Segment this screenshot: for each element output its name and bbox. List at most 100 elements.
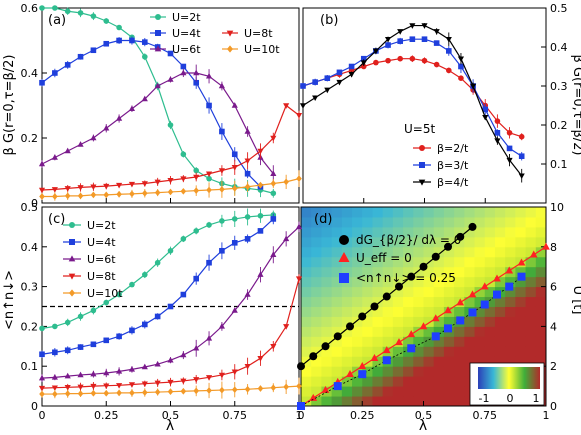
legend-label: U=6t — [87, 253, 116, 266]
data-point — [64, 319, 71, 326]
heatmap-cell — [464, 226, 476, 238]
data-point — [295, 223, 303, 230]
heatmap-cell — [484, 356, 496, 367]
heatmap-cell — [443, 286, 455, 298]
heatmap-cell — [474, 336, 486, 347]
data-point — [116, 368, 123, 374]
y-tick-label: 10 — [550, 201, 564, 214]
data-point — [324, 87, 331, 94]
data-point — [257, 228, 264, 234]
series-line-0 — [41, 214, 274, 329]
heatmap-cell — [341, 286, 353, 298]
heatmap-cell — [515, 336, 527, 347]
legend-marker — [419, 145, 425, 151]
data-point — [116, 190, 122, 198]
heatmap-cell — [321, 376, 333, 387]
heatmap-cell — [494, 346, 506, 357]
heatmap-cell — [515, 296, 527, 307]
data-point — [270, 190, 277, 197]
Ueff-zero-point — [517, 258, 526, 266]
dG-zero-point — [431, 252, 440, 261]
heatmap-cell — [464, 256, 476, 268]
heatmap-cell — [464, 296, 476, 307]
heatmap-cell — [331, 396, 343, 407]
heatmap-cell — [392, 366, 404, 377]
heatmap-cell — [433, 316, 445, 327]
heatmap-cell — [454, 326, 465, 337]
heatmap-cell — [331, 207, 343, 218]
heatmap-cell — [372, 236, 384, 248]
data-point — [103, 369, 110, 376]
heatmap-cell — [403, 326, 414, 337]
data-point — [142, 53, 148, 60]
heatmap-cell — [535, 346, 547, 357]
heatmap-cell — [525, 306, 537, 317]
heatmap-cell — [372, 226, 384, 238]
data-point — [244, 214, 251, 220]
heatmap-cell — [423, 356, 435, 367]
heatmap-cell — [341, 316, 353, 327]
data-point — [180, 387, 187, 395]
heatmap-cell — [362, 316, 373, 327]
y-tick-label: 0.4 — [21, 67, 39, 80]
y-tick-label: 0.3 — [21, 281, 39, 294]
data-point — [154, 179, 161, 186]
heatmap-cell — [505, 316, 516, 327]
data-point — [193, 387, 199, 395]
panel-d-label: (d) — [314, 212, 332, 227]
heatmap-cell — [331, 226, 343, 238]
heatmap-cell — [372, 366, 384, 377]
heatmap-cell — [403, 207, 414, 218]
legend-marker — [419, 162, 425, 168]
data-point — [397, 38, 403, 44]
data-point — [206, 387, 212, 394]
legend-marker — [227, 45, 233, 53]
data-point — [206, 259, 212, 266]
heatmap-cell — [392, 356, 404, 367]
y-tick-label: 0.1 — [21, 360, 39, 373]
data-point — [457, 56, 465, 63]
colorbar-tick-2: 1 — [533, 392, 540, 405]
heatmap-cell — [352, 336, 363, 347]
heatmap-cell — [413, 286, 424, 298]
heatmap-cell — [454, 256, 465, 268]
heatmap-cell — [362, 326, 373, 337]
heatmap-cell — [372, 207, 384, 218]
docc-quarter-point — [468, 308, 477, 317]
heatmap-cell — [494, 207, 506, 218]
heatmap-cell — [423, 366, 435, 377]
docc-quarter-point — [407, 344, 416, 353]
heatmap-cell — [321, 326, 333, 337]
heatmap-cell — [413, 207, 424, 218]
heatmap-cell — [301, 366, 312, 377]
heatmap-cell — [392, 256, 404, 268]
heatmap-cell — [505, 226, 516, 238]
data-point — [52, 70, 58, 76]
data-point — [64, 347, 71, 354]
heatmap-cell — [311, 236, 322, 248]
heatmap-cell — [392, 216, 404, 228]
heatmap-cell — [433, 296, 445, 307]
heatmap-cell — [484, 296, 496, 307]
docc-quarter-point — [382, 356, 391, 365]
heatmap-cell — [454, 366, 465, 377]
Ueff-zero-point — [370, 354, 379, 362]
heatmap-cell — [382, 207, 394, 218]
heatmap-cell — [443, 396, 455, 407]
heatmap-cell — [525, 207, 537, 218]
heatmap-cell — [382, 306, 394, 317]
data-point — [38, 374, 46, 381]
data-point — [299, 103, 307, 109]
heatmap-cell — [505, 356, 516, 367]
heatmap-cell — [443, 356, 455, 367]
heatmap-cell — [454, 266, 465, 278]
heatmap-cell — [311, 356, 322, 367]
heatmap-cell — [525, 216, 537, 228]
heatmap-cell — [494, 296, 506, 307]
data-point — [141, 363, 148, 370]
heatmap-cell — [301, 326, 312, 337]
data-point — [193, 377, 200, 383]
data-point — [193, 167, 199, 174]
x-tick-label: 0.25 — [350, 409, 375, 422]
heatmap-cell — [525, 316, 537, 327]
